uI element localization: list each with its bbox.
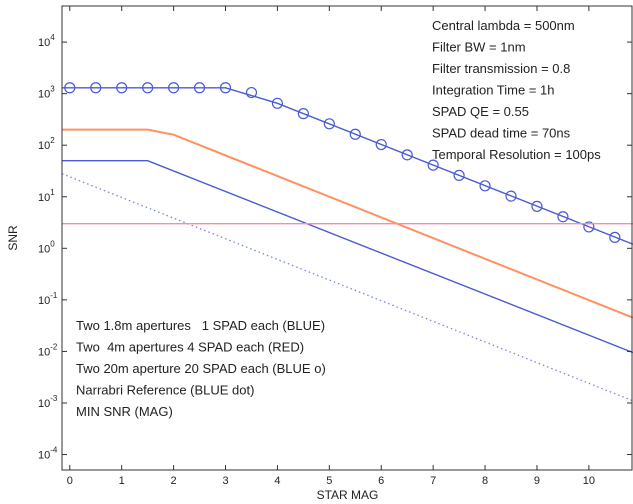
axes-frame (61, 5, 633, 471)
x-tick-label: 4 (274, 475, 280, 487)
annotation-line: SPAD dead time = 70ns (432, 126, 571, 141)
y-tick-label: 10-2 (38, 342, 58, 358)
annotation-line: Two 1.8m apertures 1 SPAD each (BLUE) (76, 318, 325, 333)
y-tick-label: 100 (38, 239, 55, 255)
series-line-3 (62, 173, 633, 402)
annotation-line: Filter transmission = 0.8 (432, 61, 570, 76)
series-marker (401, 149, 413, 161)
series-marker (116, 82, 128, 94)
y-tick-label: 104 (38, 33, 55, 49)
ticks-layer: 0 1 2 3 4 5 6 7 8 9 10 104 103 102 101 100 10-1 10-2 10-3 1… (38, 6, 632, 487)
series-marker (349, 128, 361, 140)
y-tick-label: 10-3 (38, 394, 58, 410)
y-tick-label: 102 (38, 136, 55, 152)
series-marker (142, 82, 154, 94)
series-line-0 (62, 128, 633, 319)
x-tick-label: 1 (119, 475, 125, 487)
annotations-bottom-left: Two 1.8m apertures 1 SPAD each (BLUE) Two… (76, 318, 326, 419)
plot-area (62, 6, 633, 470)
y-tick-label: 10-4 (38, 446, 58, 462)
x-axis-label: STAR MAG (317, 488, 379, 502)
annotations-top-right: Central lambda = 500nm Filter BW = 1nm Fil… (432, 18, 601, 162)
series-marker (168, 82, 180, 94)
series-marker (375, 138, 387, 151)
series-marker (505, 190, 517, 202)
y-tick-label: 101 (38, 188, 55, 204)
x-tick-label: 10 (583, 475, 595, 487)
series-marker (193, 82, 206, 94)
series-marker (297, 108, 309, 120)
annotation-line: Narrabri Reference (BLUE dot) (76, 383, 254, 398)
x-tick-label: 5 (326, 475, 332, 487)
y-tick-label: 10-1 (38, 291, 58, 307)
series-marker (219, 82, 232, 94)
series-marker (64, 82, 76, 94)
series-layer (62, 82, 633, 402)
series-marker (531, 200, 543, 212)
x-tick-label: 0 (67, 475, 73, 487)
annotation-line: Two 4m apertures 4 SPAD each (RED) (76, 340, 304, 355)
series-marker (479, 180, 491, 192)
series-marker (427, 159, 439, 171)
series-marker (583, 221, 595, 233)
series-marker (323, 118, 335, 130)
y-axis-label: SNR (6, 225, 20, 251)
annotation-line: MIN SNR (MAG) (76, 404, 173, 419)
series-marker (245, 86, 258, 99)
annotation-line: Integration Time = 1h (432, 83, 555, 98)
x-tick-label: 6 (378, 475, 384, 487)
series-marker (90, 82, 102, 94)
x-tick-label: 9 (534, 475, 540, 487)
plot-background (62, 6, 633, 470)
annotation-line: Filter BW = 1nm (432, 40, 526, 55)
annotation-line: Temporal Resolution = 100ps (432, 147, 601, 162)
series-marker (453, 169, 465, 181)
x-tick-label: 2 (171, 475, 177, 487)
axes-layer (61, 5, 633, 471)
series-line-1 (62, 160, 633, 354)
annotation-line: Two 20m aperture 20 SPAD each (BLUE o) (76, 361, 326, 376)
series-marker (271, 97, 284, 109)
x-tick-label: 3 (222, 475, 228, 487)
annotation-line: SPAD QE = 0.55 (432, 104, 529, 119)
series-marker (609, 231, 621, 243)
annotation-line: Central lambda = 500nm (432, 18, 575, 33)
x-tick-label: 8 (482, 475, 488, 487)
x-tick-label: 7 (430, 475, 436, 487)
series-marker (557, 211, 569, 223)
y-tick-label: 103 (38, 85, 55, 101)
series-line-2 (62, 87, 633, 245)
